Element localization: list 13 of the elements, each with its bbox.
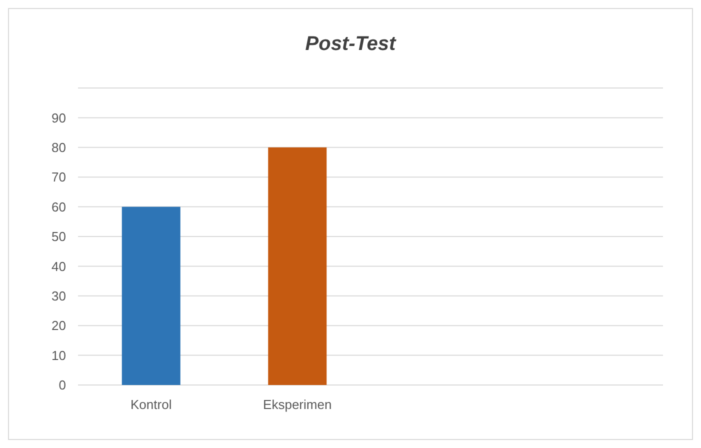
y-tick-label: 40 (52, 258, 66, 274)
y-tick-label: 30 (52, 288, 66, 304)
y-tick-label: 20 (52, 318, 66, 334)
y-tick-label: 80 (52, 140, 66, 155)
x-tick-label: Kontrol (130, 397, 172, 412)
y-tick-label: 90 (52, 110, 66, 126)
y-tick-label: 70 (52, 170, 66, 185)
y-tick-label: 0 (58, 378, 66, 393)
y-tick-label: 50 (52, 229, 66, 244)
y-tick-label: 10 (52, 348, 66, 363)
chart-title: Post-Test (305, 33, 398, 55)
x-tick-label: Eksperimen (263, 397, 332, 412)
y-tick-label: 60 (52, 199, 66, 214)
